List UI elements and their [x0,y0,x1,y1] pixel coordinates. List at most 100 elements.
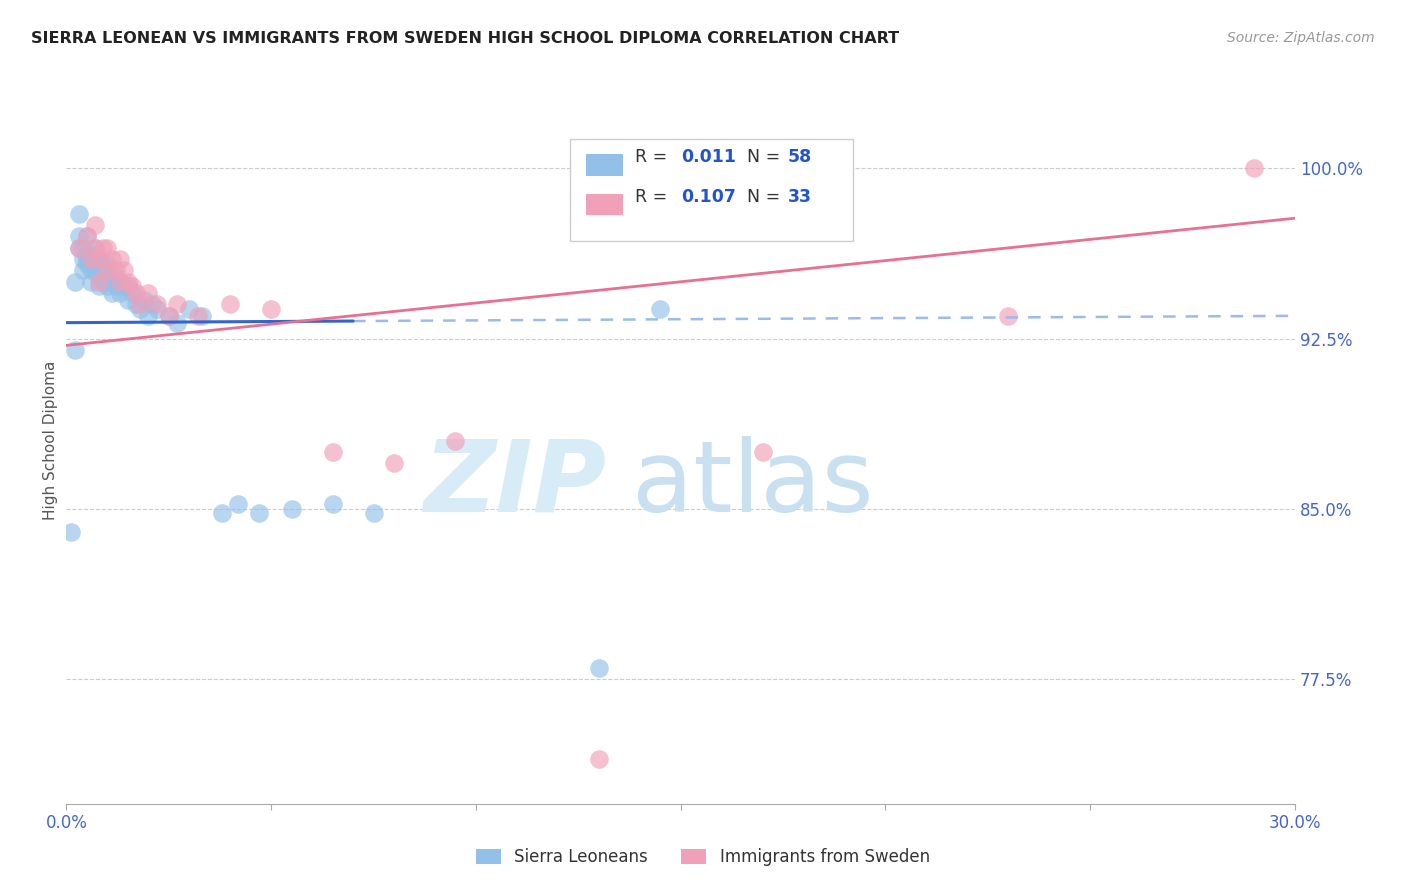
Point [228,497,250,511]
Y-axis label: High School Diploma: High School Diploma [44,361,58,520]
Point [166,297,188,311]
Point [89,275,111,289]
Point [67,229,90,244]
Point [108,286,131,301]
Point [100,252,122,266]
Point [89,252,111,266]
Point [134,293,156,307]
Point [84,241,107,255]
Point [80,247,103,261]
Point [96,279,118,293]
Point [108,252,131,266]
Point [84,252,107,266]
Point [138,309,160,323]
Point [588,751,610,765]
Text: atlas: atlas [631,436,873,533]
Point [112,279,135,293]
Point [112,263,135,277]
Point [219,297,242,311]
Point [117,279,139,293]
FancyBboxPatch shape [586,153,623,176]
Point [104,279,127,293]
Point [363,507,385,521]
Point [322,445,344,459]
Text: 0.107: 0.107 [681,188,735,206]
Point [125,297,148,311]
Point [145,297,167,311]
Point [166,316,188,330]
Point [67,241,90,255]
Point [322,497,344,511]
Point [89,279,111,293]
Point [190,309,212,323]
Point [382,457,405,471]
Point [76,229,98,244]
Point [104,270,127,285]
Text: 33: 33 [787,188,811,206]
Text: N =: N = [735,188,786,206]
Point [247,507,270,521]
Point [444,434,467,448]
Point [751,445,773,459]
Point [80,275,103,289]
Point [100,286,122,301]
Point [997,309,1019,323]
Point [76,252,98,266]
Legend: Sierra Leoneans, Immigrants from Sweden: Sierra Leoneans, Immigrants from Sweden [468,840,938,875]
Point [91,241,114,255]
Point [260,301,283,316]
Point [121,279,143,293]
Point [72,252,94,266]
Point [100,275,122,289]
Point [67,207,90,221]
Point [80,263,103,277]
Text: R =: R = [636,148,673,167]
Point [121,286,143,301]
Point [280,501,302,516]
Point [76,229,98,244]
Point [84,263,107,277]
Point [1243,161,1265,176]
Point [108,275,131,289]
Point [186,309,208,323]
Point [117,293,139,307]
FancyBboxPatch shape [571,139,852,241]
Point [129,297,152,311]
Point [80,252,103,266]
Point [211,507,233,521]
Text: N =: N = [735,148,786,167]
Point [104,263,127,277]
Point [72,241,94,255]
Point [76,247,98,261]
Point [125,286,148,301]
Point [84,218,107,232]
Point [145,301,167,316]
Point [96,270,118,285]
Point [63,275,86,289]
Point [72,263,94,277]
Point [157,309,180,323]
Point [96,263,118,277]
Point [76,257,98,271]
Point [96,241,118,255]
Point [80,252,103,266]
Point [91,275,114,289]
Point [138,286,160,301]
Point [96,257,118,271]
Point [129,301,152,316]
Point [67,241,90,255]
Point [588,661,610,675]
Point [89,270,111,285]
Point [63,343,86,357]
Text: ZIP: ZIP [425,436,607,533]
Text: 58: 58 [787,148,811,167]
Point [108,275,131,289]
Point [117,275,139,289]
Point [91,257,114,271]
FancyBboxPatch shape [586,194,623,216]
Text: Source: ZipAtlas.com: Source: ZipAtlas.com [1227,31,1375,45]
Point [84,257,107,271]
Point [89,252,111,266]
Text: 0.011: 0.011 [681,148,735,167]
Text: SIERRA LEONEAN VS IMMIGRANTS FROM SWEDEN HIGH SCHOOL DIPLOMA CORRELATION CHART: SIERRA LEONEAN VS IMMIGRANTS FROM SWEDEN… [31,31,898,46]
